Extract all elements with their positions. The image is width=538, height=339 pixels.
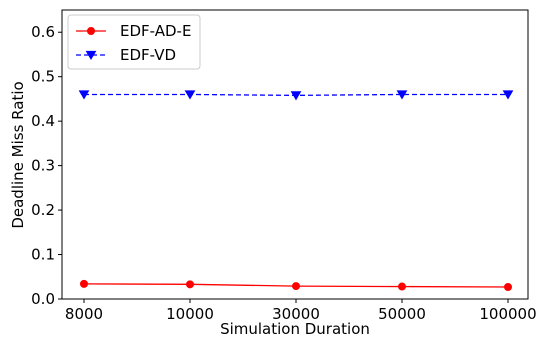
data-point: [396, 90, 408, 100]
x-axis-title: Simulation Duration: [220, 320, 370, 338]
data-point: [80, 279, 88, 288]
legend: EDF-AD-E EDF-VD: [67, 14, 201, 70]
data-point: [78, 90, 90, 100]
legend-label: EDF-AD-E: [120, 22, 191, 40]
y-tick-label: 0.4: [31, 112, 55, 130]
x-tick-label: 8000: [65, 305, 103, 323]
y-tick-label: 0.6: [31, 23, 55, 41]
legend-item: EDF-AD-E: [76, 22, 191, 40]
series-edf-ad-e: [80, 279, 512, 291]
y-tick-label: 0.3: [31, 157, 55, 175]
series-layer: [78, 90, 514, 291]
data-point: [290, 91, 302, 101]
x-tick-label: 30000: [272, 305, 320, 323]
y-tick-label: 0.1: [31, 246, 55, 264]
y-tick-label: 0.2: [31, 201, 55, 219]
x-axis: 8000 10000 30000 50000 100000: [65, 299, 537, 323]
legend-marker: [85, 50, 97, 61]
legend-marker: [87, 27, 95, 35]
y-tick-label: 0.0: [31, 290, 55, 308]
data-point: [292, 282, 300, 291]
x-tick-label: 50000: [378, 305, 426, 323]
data-point: [184, 90, 196, 100]
x-tick-label: 100000: [479, 305, 536, 323]
series-edf-vd: [78, 90, 514, 101]
legend-item: EDF-VD: [76, 46, 176, 64]
data-point: [502, 90, 514, 100]
y-tick-label: 0.5: [31, 68, 55, 86]
x-tick-label: 10000: [166, 305, 214, 323]
data-point: [398, 282, 406, 291]
data-point: [504, 282, 512, 291]
y-axis-title: Deadline Miss Ratio: [9, 81, 27, 228]
data-point: [186, 280, 194, 289]
y-axis: 0.0 0.1 0.2 0.3 0.4 0.5 0.6: [31, 23, 62, 308]
legend-label: EDF-VD: [120, 46, 176, 64]
